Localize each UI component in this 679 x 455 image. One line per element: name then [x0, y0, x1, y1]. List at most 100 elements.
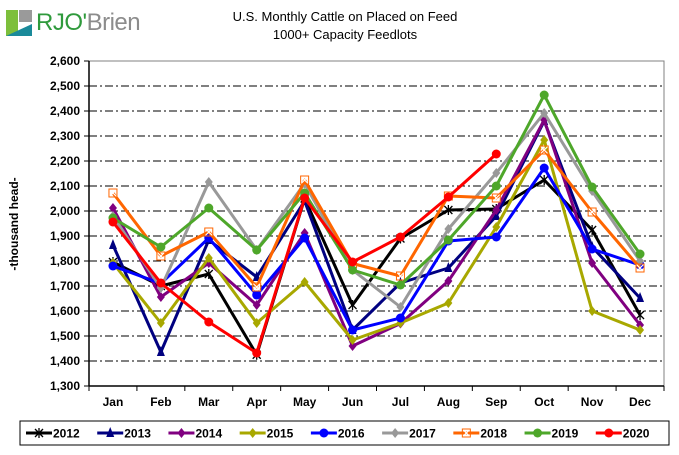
legend-marker: [319, 428, 329, 438]
series-line-2015: [111, 138, 641, 342]
legend-label: 2013: [124, 427, 151, 441]
series-line-2014: [111, 118, 642, 348]
y-tick-label: 2,000: [50, 204, 80, 218]
logo-mark-icon: [6, 10, 32, 36]
data-point-2019: [395, 280, 405, 290]
legend-label: 2019: [552, 427, 579, 441]
series-2014: [108, 115, 645, 351]
data-point-2016: [395, 313, 405, 323]
legend: 2012 2013 2014 2015 2016 2017 2018 2019 2020: [19, 420, 670, 446]
logo-text-rjo: RJO': [36, 9, 87, 36]
y-axis-label: -thousand head-: [7, 177, 21, 270]
series-line-2017: [111, 111, 642, 309]
data-point-2020: [252, 348, 262, 358]
chart-subtitle: 1000+ Capacity Feedlots: [272, 27, 418, 42]
x-tick-labels: Jan Feb Mar Apr May Jun Jul Aug Sep Oct Nov Dec: [103, 395, 652, 409]
y-tick-label: 2,200: [50, 154, 80, 168]
data-point-2013: [252, 271, 261, 281]
legend-item-2016: 2016: [310, 427, 365, 441]
data-point-2012: [539, 175, 549, 185]
data-point-2015: [156, 318, 165, 328]
axes: [84, 60, 665, 391]
data-point-2012: [348, 300, 358, 310]
data-point-2016: [539, 163, 549, 173]
data-point-2018: [156, 251, 166, 261]
y-tick-label: 2,400: [50, 104, 80, 118]
y-tick-labels: 1,300 1,400 1,500 1,600 1,700 1,800 1,900 2,000…: [50, 54, 80, 393]
x-tick-label: Jun: [342, 395, 363, 409]
data-point-2018: [587, 207, 597, 217]
data-point-2016: [491, 232, 501, 242]
series-2015: [108, 135, 645, 345]
series-line-2019: [112, 93, 642, 287]
series-2020: [108, 149, 501, 358]
data-point-2016: [252, 290, 262, 300]
data-point-2014: [348, 341, 357, 351]
x-tick-label: Jul: [392, 395, 409, 409]
legend-label: 2016: [338, 427, 365, 441]
legend-marker: [391, 428, 400, 438]
data-point-2016: [300, 233, 310, 243]
x-tick-label: Apr: [246, 395, 267, 409]
data-point-2016: [587, 244, 597, 254]
data-point-2018: [108, 188, 118, 198]
legend-marker: [533, 428, 543, 438]
legend-marker: [461, 428, 471, 438]
data-point-2012: [587, 225, 597, 235]
data-point-2019: [635, 249, 645, 259]
data-point-2018: [635, 263, 645, 273]
series-2018: [108, 145, 645, 292]
legend-item-2019: 2019: [524, 427, 579, 441]
x-tick-label: Nov: [581, 395, 604, 409]
x-tick-label: Jan: [103, 395, 124, 409]
data-point-2017: [492, 168, 501, 178]
company-logo: RJO' Brien: [6, 8, 141, 38]
x-tick-label: Mar: [198, 395, 220, 409]
data-point-2012: [204, 269, 214, 279]
chart-title: U.S. Monthly Cattle on Placed on Feed: [232, 9, 458, 24]
data-point-2015: [540, 135, 549, 145]
data-point-2015: [300, 277, 309, 287]
x-tick-label: Dec: [629, 395, 651, 409]
data-point-2019: [156, 242, 166, 252]
data-point-2018: [204, 227, 214, 237]
series-lines: [108, 90, 645, 360]
data-point-2020: [204, 317, 214, 327]
y-tick-label: 1,400: [50, 354, 80, 368]
x-tick-label: Sep: [485, 395, 507, 409]
y-tick-label: 2,100: [50, 179, 80, 193]
legend-item-2013: 2013: [97, 427, 151, 441]
data-point-2014: [444, 276, 453, 286]
data-point-2018: [252, 282, 262, 292]
data-point-2014: [108, 203, 117, 213]
y-tick-label: 1,700: [50, 279, 80, 293]
data-point-2014: [156, 292, 165, 302]
data-point-2012: [635, 310, 645, 320]
data-point-2013: [444, 262, 453, 272]
legend-item-2014: 2014: [168, 427, 222, 441]
data-point-2020: [491, 149, 501, 159]
legend-item-2020: 2020: [595, 427, 650, 441]
data-point-2018: [300, 175, 310, 185]
data-point-2014: [492, 205, 501, 215]
legend-item-2018: 2018: [453, 427, 507, 441]
data-point-2017: [540, 108, 549, 118]
legend-marker: [177, 428, 186, 438]
y-tick-label: 2,300: [50, 129, 80, 143]
data-point-2020: [395, 232, 405, 242]
data-point-2016: [348, 325, 358, 335]
data-point-2020: [108, 217, 118, 227]
data-point-2018: [395, 271, 405, 281]
data-point-2020: [300, 193, 310, 203]
legend-marker: [106, 427, 115, 437]
y-tick-label: 2,600: [50, 54, 80, 68]
data-point-2017: [204, 177, 213, 187]
data-point-2019: [443, 235, 453, 245]
legend-marker: [34, 428, 44, 438]
x-tick-label: Feb: [150, 395, 171, 409]
y-tick-label: 1,300: [50, 379, 80, 393]
data-point-2017: [444, 224, 453, 234]
y-tick-label: 1,800: [50, 254, 80, 268]
data-point-2015: [348, 335, 357, 345]
legend-label: 2020: [623, 427, 650, 441]
